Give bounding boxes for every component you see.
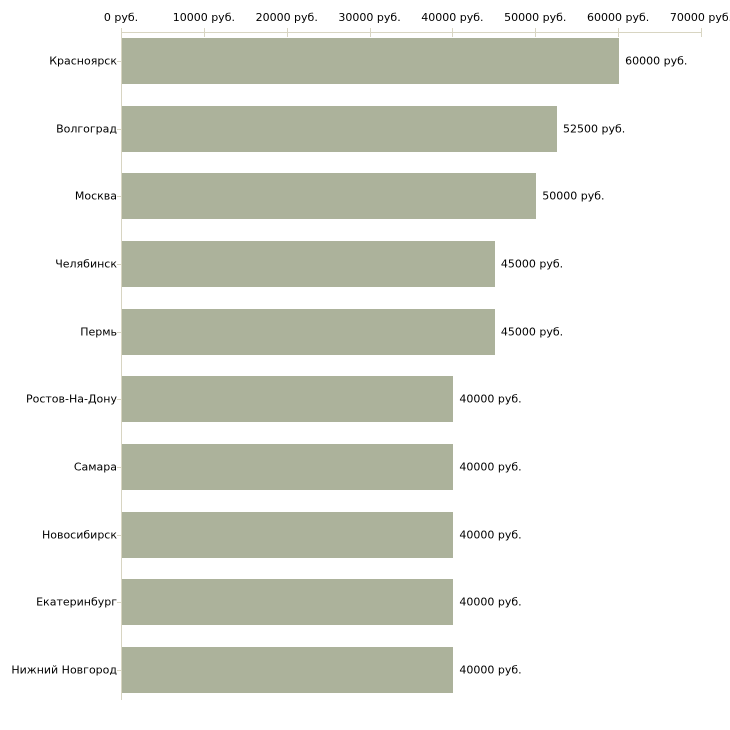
category-label: Челябинск [55, 257, 117, 271]
x-axis-tick-mark [452, 28, 454, 37]
value-label: 45000 руб. [500, 325, 564, 339]
category-label: Ростов-На-Дону [25, 392, 117, 406]
category-tick-mark [117, 466, 121, 468]
x-axis-tick-mark [618, 28, 620, 37]
x-axis-tick-label: 10000 руб. [172, 11, 235, 24]
bar [122, 240, 495, 287]
category-label: Самара [73, 460, 117, 474]
x-axis-tick-label: 30000 руб. [338, 11, 401, 24]
category-label: Красноярск [49, 54, 117, 68]
category-tick-mark [117, 263, 121, 265]
category-tick-mark [117, 331, 121, 333]
x-axis-tick-mark [286, 28, 288, 37]
bar [122, 511, 454, 558]
bar [122, 376, 454, 423]
category-tick-mark [117, 196, 121, 198]
x-axis-tick-label: 20000 руб. [255, 11, 318, 24]
x-axis-line [121, 32, 701, 33]
category-tick-mark [117, 61, 121, 62]
bar [122, 308, 495, 355]
x-axis-tick-label: 60000 руб. [587, 11, 650, 24]
category-tick-mark [117, 128, 121, 130]
category-label: Екатеринбург [36, 595, 117, 609]
category-tick-mark [117, 399, 121, 401]
x-axis-tick-label: 0 руб. [103, 11, 139, 24]
category-label: Новосибирск [41, 528, 117, 542]
bar [122, 646, 454, 693]
value-label: 40000 руб. [459, 392, 522, 406]
x-axis-tick-label: 40000 руб. [421, 11, 484, 24]
category-tick-mark [117, 602, 121, 604]
value-label: 40000 руб. [459, 460, 522, 474]
value-label: 60000 руб. [625, 54, 688, 68]
bar [122, 38, 620, 84]
category-label: Нижний Новгород [11, 663, 117, 677]
bar [122, 173, 537, 220]
x-axis-tick-label: 70000 руб. [669, 11, 730, 24]
x-axis-tick-mark [121, 28, 122, 37]
x-axis-tick-mark [369, 28, 371, 37]
value-label: 52500 руб. [563, 122, 626, 136]
value-label: 50000 руб. [542, 189, 605, 203]
category-label: Волгоград [56, 122, 117, 136]
bar [122, 105, 557, 152]
value-label: 40000 руб. [459, 595, 522, 609]
y-axis-line [121, 32, 122, 700]
bar [122, 443, 454, 490]
category-tick-mark [117, 534, 121, 536]
category-label: Москва [74, 189, 117, 203]
category-tick-mark [117, 669, 121, 671]
x-axis-tick-label: 50000 руб. [504, 11, 567, 24]
value-label: 45000 руб. [500, 257, 564, 271]
value-label: 40000 руб. [459, 663, 522, 677]
x-axis-tick-mark [701, 28, 702, 37]
category-label: Пермь [80, 325, 117, 339]
value-label: 40000 руб. [459, 528, 522, 542]
x-axis-tick-mark [203, 28, 205, 37]
bar [122, 579, 454, 626]
x-axis-tick-mark [535, 28, 537, 37]
